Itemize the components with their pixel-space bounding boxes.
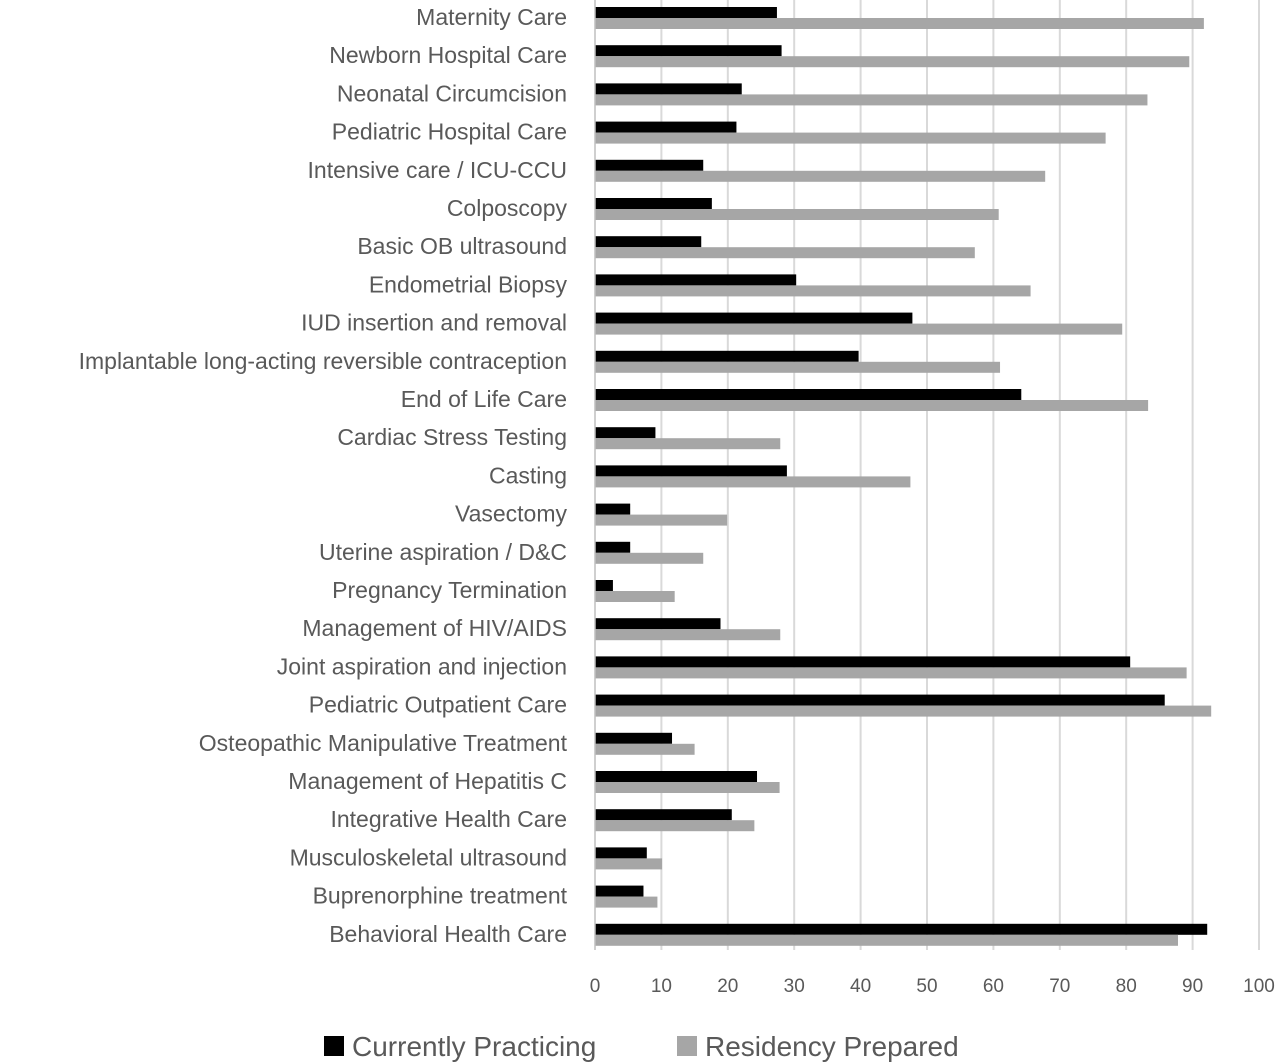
bar-residency-prepared-cardiac-stress-testing	[595, 438, 781, 450]
bar-currently-practicing-management-of-hepatitis-c	[595, 771, 758, 782]
x-tick-labels: 0 10 20 30 40 50 60 70 80 90 100	[590, 976, 1275, 997]
bar-residency-prepared-endometrial-biopsy	[595, 285, 1031, 297]
bar-currently-practicing-pediatric-outpatient-care	[595, 694, 1165, 706]
category-label-buprenorphine-treatment: Buprenorphine treatment	[313, 883, 568, 909]
bar-residency-prepared-uterine-aspiration-dandc	[595, 552, 704, 564]
category-label-behavioral-health-care: Behavioral Health Care	[329, 921, 567, 947]
bar-currently-practicing-iud-insertion-and-removal	[595, 312, 913, 324]
legend-label-currently-practicing: Currently Practicing	[352, 1031, 596, 1062]
bar-currently-practicing-pediatric-hospital-care	[595, 121, 737, 133]
category-labels: Maternity Care Newborn Hospital Care Neona…	[79, 4, 568, 947]
bar-currently-practicing-neonatal-circumcision	[595, 83, 742, 95]
bar-residency-prepared-management-of-hepatitis-c	[595, 782, 780, 793]
bar-residency-prepared-musculoskeletal-ultrasound	[595, 858, 663, 870]
bar-residency-prepared-vasectomy	[595, 514, 728, 526]
category-label-newborn-hospital-care: Newborn Hospital Care	[329, 42, 567, 68]
bar-currently-practicing-end-of-life-care	[595, 389, 1022, 400]
category-label-uterine-aspiration-dandc: Uterine aspiration / D&C	[319, 539, 567, 565]
bar-residency-prepared-pediatric-hospital-care	[595, 132, 1106, 144]
legend-swatch-currently-practicing	[324, 1036, 344, 1056]
x-tick-label: 40	[850, 976, 871, 997]
bar-currently-practicing-newborn-hospital-care	[595, 45, 782, 57]
category-label-implantable-long-acting-reversible-contraception: Implantable long-acting reversible contr…	[79, 348, 567, 374]
bar-currently-practicing-endometrial-biopsy	[595, 274, 797, 286]
bar-currently-practicing-buprenorphine-treatment	[595, 885, 644, 897]
category-label-vasectomy: Vasectomy	[455, 501, 568, 527]
bar-currently-practicing-osteopathic-manipulative-treatment	[595, 732, 673, 744]
category-label-colposcopy: Colposcopy	[447, 195, 568, 221]
legend-swatch-residency-prepared	[677, 1036, 697, 1056]
x-tick-label: 90	[1182, 976, 1203, 997]
bar-currently-practicing-intensive-care-icu-ccu	[595, 159, 704, 171]
bar-currently-practicing-management-of-hiv-aids	[595, 618, 721, 630]
x-tick-label: 20	[717, 976, 738, 997]
bar-residency-prepared-iud-insertion-and-removal	[595, 323, 1123, 335]
category-label-cardiac-stress-testing: Cardiac Stress Testing	[337, 424, 567, 450]
bar-residency-prepared-casting	[595, 476, 911, 488]
gridlines	[660, 0, 1260, 950]
category-label-iud-insertion-and-removal: IUD insertion and removal	[301, 310, 567, 336]
x-tick-label: 50	[916, 976, 937, 997]
category-label-pediatric-outpatient-care: Pediatric Outpatient Care	[309, 692, 567, 718]
x-tick-label: 30	[784, 976, 805, 997]
bar-residency-prepared-intensive-care-icu-ccu	[595, 170, 1046, 182]
category-label-management-of-hiv-aids: Management of HIV/AIDS	[302, 615, 567, 641]
bar-currently-practicing-integrative-health-care	[595, 809, 732, 821]
x-tick-label: 10	[651, 976, 672, 997]
bar-currently-practicing-basic-ob-ultrasound	[595, 236, 702, 248]
legend-label-residency-prepared: Residency Prepared	[705, 1031, 959, 1062]
bar-currently-practicing-joint-aspiration-and-injection	[595, 656, 1131, 668]
x-tick-label: 0	[590, 976, 601, 997]
bar-currently-practicing-cardiac-stress-testing	[595, 427, 656, 439]
bar-residency-prepared-maternity-care	[595, 18, 1204, 29]
category-label-intensive-care-icu-ccu: Intensive care / ICU-CCU	[308, 157, 567, 183]
bar-residency-prepared-management-of-hiv-aids	[595, 629, 781, 641]
bar-currently-practicing-uterine-aspiration-dandc	[595, 541, 631, 553]
category-label-joint-aspiration-and-injection: Joint aspiration and injection	[277, 653, 567, 679]
bar-residency-prepared-joint-aspiration-and-injection	[595, 667, 1187, 679]
bar-currently-practicing-musculoskeletal-ultrasound	[595, 847, 647, 859]
legend: Currently Practicing Residency Prepared	[324, 1031, 959, 1062]
bar-residency-prepared-buprenorphine-treatment	[595, 896, 658, 908]
bar-residency-prepared-newborn-hospital-care	[595, 56, 1190, 68]
bar-residency-prepared-end-of-life-care	[595, 400, 1149, 411]
bar-currently-practicing-behavioral-health-care	[595, 923, 1208, 935]
bar-residency-prepared-integrative-health-care	[595, 820, 755, 832]
category-label-end-of-life-care: End of Life Care	[401, 386, 567, 412]
bar-currently-practicing-maternity-care	[595, 7, 777, 18]
bar-residency-prepared-implantable-long-acting-reversible-contraception	[595, 361, 1001, 373]
category-label-integrative-health-care: Integrative Health Care	[330, 806, 567, 832]
category-label-casting: Casting	[489, 462, 567, 488]
bar-currently-practicing-implantable-long-acting-reversible-contraception	[595, 350, 859, 362]
bar-currently-practicing-colposcopy	[595, 198, 712, 209]
x-tick-label: 70	[1049, 976, 1070, 997]
bar-currently-practicing-vasectomy	[595, 503, 631, 515]
category-label-neonatal-circumcision: Neonatal Circumcision	[337, 80, 567, 106]
bar-currently-practicing-pregnancy-termination	[595, 580, 613, 591]
bar-currently-practicing-casting	[595, 465, 787, 477]
category-label-maternity-care: Maternity Care	[416, 4, 567, 30]
bar-residency-prepared-basic-ob-ultrasound	[595, 247, 975, 259]
category-label-pediatric-hospital-care: Pediatric Hospital Care	[332, 119, 567, 145]
x-tick-label: 60	[983, 976, 1004, 997]
bar-residency-prepared-osteopathic-manipulative-treatment	[595, 743, 695, 755]
category-label-pregnancy-termination: Pregnancy Termination	[332, 577, 567, 603]
x-tick-label: 100	[1243, 976, 1275, 997]
bar-residency-prepared-behavioral-health-care	[595, 934, 1178, 946]
category-label-management-of-hepatitis-c: Management of Hepatitis C	[288, 768, 567, 794]
bar-residency-prepared-pregnancy-termination	[595, 591, 675, 602]
x-tick-label: 80	[1116, 976, 1137, 997]
bar-residency-prepared-neonatal-circumcision	[595, 94, 1148, 106]
bar-residency-prepared-colposcopy	[595, 209, 999, 220]
bar-residency-prepared-pediatric-outpatient-care	[595, 705, 1212, 717]
category-label-musculoskeletal-ultrasound: Musculoskeletal ultrasound	[290, 844, 567, 870]
category-label-osteopathic-manipulative-treatment: Osteopathic Manipulative Treatment	[199, 730, 568, 756]
category-label-basic-ob-ultrasound: Basic OB ultrasound	[357, 233, 567, 259]
category-label-endometrial-biopsy: Endometrial Biopsy	[369, 271, 568, 297]
bars	[595, 7, 1212, 946]
